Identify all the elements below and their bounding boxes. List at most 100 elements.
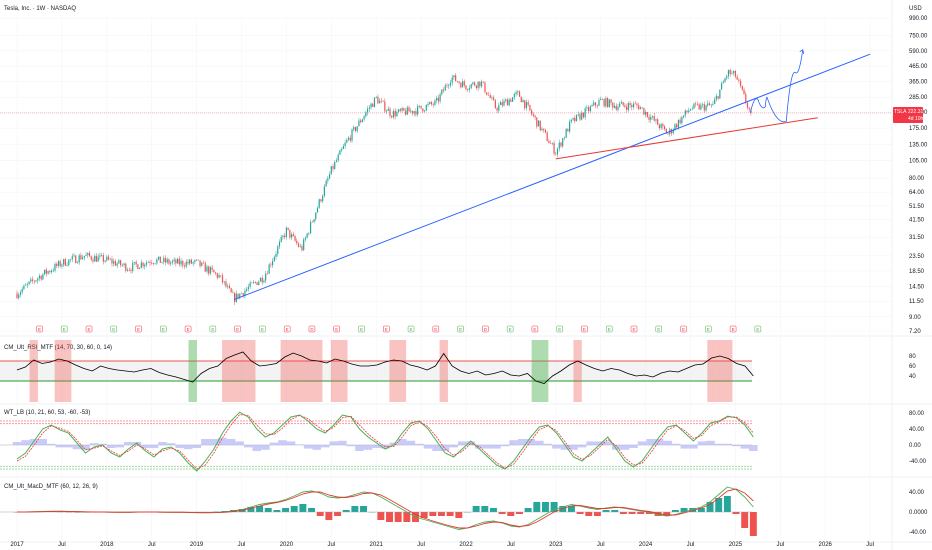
candle[interactable]: [318, 199, 320, 208]
candle[interactable]: [648, 116, 650, 120]
event-marker[interactable]: E: [605, 325, 613, 333]
candle[interactable]: [130, 270, 132, 271]
candle[interactable]: [135, 261, 137, 265]
candle[interactable]: [505, 99, 507, 101]
candle[interactable]: [341, 148, 343, 151]
trendline-red-support[interactable]: [555, 117, 818, 160]
candle[interactable]: [555, 153, 557, 155]
event-marker[interactable]: E: [457, 325, 464, 333]
candle[interactable]: [392, 110, 395, 118]
event-marker[interactable]: E: [160, 325, 167, 333]
candle[interactable]: [436, 97, 438, 101]
candle[interactable]: [18, 294, 20, 299]
candle[interactable]: [258, 281, 260, 285]
candle[interactable]: [696, 104, 699, 105]
candle[interactable]: [271, 261, 274, 266]
candle[interactable]: [650, 117, 652, 120]
candle[interactable]: [244, 290, 246, 296]
candle[interactable]: [125, 263, 127, 271]
candle[interactable]: [232, 292, 234, 293]
candle[interactable]: [518, 91, 521, 97]
candle[interactable]: [63, 259, 65, 265]
candle[interactable]: [252, 282, 255, 283]
candle[interactable]: [491, 97, 493, 99]
candle[interactable]: [182, 260, 184, 266]
event-marker[interactable]: E: [333, 325, 340, 333]
candle[interactable]: [539, 120, 541, 131]
candle[interactable]: [503, 100, 505, 106]
candle[interactable]: [434, 100, 436, 105]
candle[interactable]: [617, 106, 619, 110]
candle[interactable]: [705, 105, 707, 111]
candle[interactable]: [152, 263, 155, 264]
candle[interactable]: [95, 255, 98, 262]
candle[interactable]: [598, 100, 600, 106]
candle[interactable]: [417, 106, 419, 115]
candle[interactable]: [111, 259, 113, 264]
event-marker[interactable]: E: [110, 325, 118, 333]
candle[interactable]: [31, 279, 34, 281]
candle[interactable]: [607, 98, 609, 108]
event-marker[interactable]: E: [407, 325, 415, 333]
candle[interactable]: [290, 234, 293, 238]
candle[interactable]: [446, 85, 448, 87]
candle[interactable]: [427, 103, 429, 106]
candle[interactable]: [441, 89, 443, 95]
candle[interactable]: [365, 112, 367, 117]
candle[interactable]: [396, 111, 398, 117]
candle[interactable]: [708, 103, 711, 106]
candle[interactable]: [256, 282, 258, 285]
candle[interactable]: [665, 129, 667, 134]
candle[interactable]: [513, 94, 515, 98]
candle[interactable]: [570, 119, 572, 122]
candle[interactable]: [30, 279, 32, 282]
candle[interactable]: [66, 265, 68, 266]
candle[interactable]: [731, 72, 733, 74]
candle[interactable]: [653, 116, 655, 121]
candle[interactable]: [734, 70, 737, 77]
candle[interactable]: [311, 221, 313, 223]
candle[interactable]: [189, 259, 191, 264]
candle[interactable]: [16, 293, 18, 299]
candle[interactable]: [289, 229, 291, 238]
candle[interactable]: [641, 107, 643, 109]
candle[interactable]: [261, 277, 263, 283]
candle[interactable]: [420, 105, 422, 109]
rsi-line[interactable]: [16, 351, 754, 384]
candle[interactable]: [266, 273, 269, 275]
candle[interactable]: [496, 108, 498, 111]
candle[interactable]: [681, 117, 683, 124]
candle[interactable]: [600, 99, 602, 101]
candle[interactable]: [394, 110, 396, 117]
candle[interactable]: [315, 212, 317, 220]
candle[interactable]: [330, 166, 332, 175]
candle[interactable]: [69, 259, 72, 260]
candle[interactable]: [387, 108, 389, 111]
candle[interactable]: [251, 282, 253, 284]
candle[interactable]: [456, 81, 458, 82]
candle[interactable]: [199, 260, 201, 266]
candle[interactable]: [280, 237, 282, 242]
candle[interactable]: [612, 102, 614, 108]
candle[interactable]: [715, 96, 718, 100]
candle[interactable]: [550, 143, 552, 144]
candle[interactable]: [282, 235, 284, 238]
candle[interactable]: [44, 269, 46, 275]
candle[interactable]: [610, 99, 612, 103]
candle[interactable]: [144, 264, 146, 267]
candle[interactable]: [242, 293, 244, 296]
candle[interactable]: [47, 271, 49, 274]
candle[interactable]: [465, 85, 467, 90]
candle[interactable]: [349, 137, 351, 141]
candle[interactable]: [323, 186, 325, 196]
candle[interactable]: [401, 108, 403, 111]
wavetrend-line-1[interactable]: [16, 411, 754, 472]
candle[interactable]: [638, 105, 640, 110]
candle[interactable]: [49, 271, 51, 273]
candle[interactable]: [54, 263, 56, 271]
candle[interactable]: [562, 138, 564, 147]
candle[interactable]: [629, 103, 631, 106]
candle[interactable]: [64, 259, 66, 266]
candle[interactable]: [325, 180, 327, 187]
candle[interactable]: [493, 97, 495, 101]
